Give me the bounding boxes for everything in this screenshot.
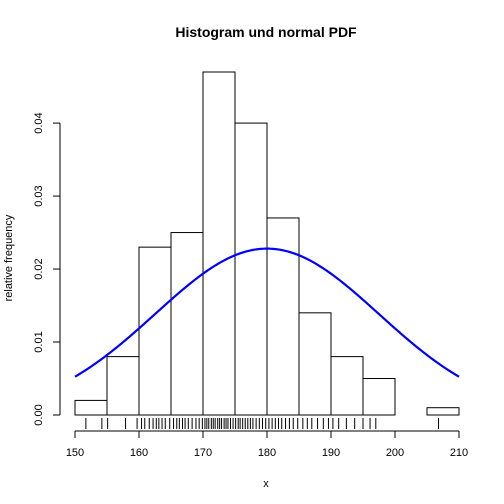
histogram-bar xyxy=(106,356,140,416)
histogram-bar xyxy=(74,399,108,416)
histogram-bar xyxy=(202,71,236,416)
y-tick-label: 0.04 xyxy=(33,112,45,133)
x-tick-label: 180 xyxy=(258,447,276,459)
y-tick-label: 0.03 xyxy=(33,185,45,206)
histogram-bar xyxy=(170,232,204,416)
x-tick-label: 150 xyxy=(66,447,84,459)
histogram-bar xyxy=(330,356,364,416)
y-tick-label: 0.00 xyxy=(33,404,45,425)
chart-title: Histogram und normal PDF xyxy=(175,24,357,40)
x-tick-label: 200 xyxy=(386,447,404,459)
histogram-bar xyxy=(266,217,300,416)
x-tick-label: 190 xyxy=(322,447,340,459)
y-axis-label: relative frequency xyxy=(3,214,15,301)
x-tick-label: 210 xyxy=(450,447,468,459)
histogram-bars xyxy=(74,71,460,416)
histogram-bar xyxy=(362,378,396,416)
normal-pdf-curve xyxy=(74,247,460,378)
y-tick-label: 0.01 xyxy=(33,331,45,352)
x-axis-label: x xyxy=(263,478,269,490)
x-tick-label: 160 xyxy=(130,447,148,459)
histogram-bar xyxy=(138,246,172,416)
x-tick-label: 170 xyxy=(194,447,212,459)
histogram-bar xyxy=(426,407,460,416)
histogram-bar xyxy=(234,122,268,416)
histogram-bar xyxy=(298,312,332,416)
x-axis: 150 160 170 180 190 200 210 xyxy=(66,430,468,459)
y-axis: 0.00 0.01 0.02 0.03 0.04 xyxy=(33,112,61,426)
y-tick-label: 0.02 xyxy=(33,258,45,279)
rug-marks xyxy=(85,418,440,429)
